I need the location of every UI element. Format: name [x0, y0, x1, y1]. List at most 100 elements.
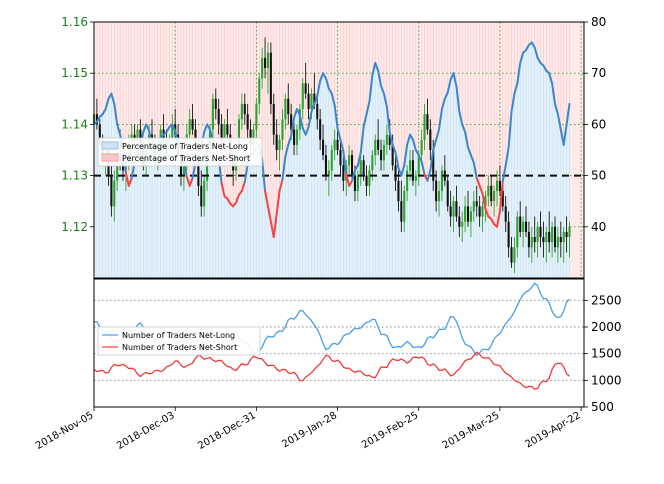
candle-down	[458, 216, 461, 227]
net-long-percentage-segment	[496, 210, 501, 228]
net-long-percentage-segment	[316, 79, 322, 98]
net-long-percentage-segment	[380, 85, 385, 95]
candle-down	[351, 155, 354, 176]
candle-down	[275, 134, 278, 150]
net-long-percentage-segment	[374, 61, 380, 72]
net-long-percentage-segment	[243, 163, 249, 183]
net-long-percentage-segment	[385, 105, 391, 134]
candle-down	[397, 180, 400, 202]
net-long-percentage-segment	[336, 127, 342, 141]
candle-up	[472, 201, 475, 212]
price-axis: 1.12 1.13 1.14 1.15 1.16	[61, 15, 94, 234]
candle-up	[536, 226, 539, 243]
candle-up	[359, 160, 362, 176]
net-long-percentage-segment	[455, 85, 461, 113]
candle-down	[339, 150, 342, 166]
candle-down	[504, 206, 507, 222]
net-long-percentage-segment	[429, 149, 435, 172]
candle-down	[191, 119, 194, 130]
candle-up	[513, 247, 516, 263]
price-tick-label: 1.16	[61, 15, 88, 29]
price-tick-label: 1.12	[61, 220, 88, 234]
net-long-percentage-segment	[171, 123, 177, 132]
candle-up	[487, 185, 490, 197]
top-legend: Percentage of Traders Net-Long Percentag…	[97, 137, 263, 167]
price-tick-label: 1.13	[61, 169, 88, 183]
candle-up	[327, 170, 330, 176]
net-long-percentage-segment	[403, 143, 409, 167]
candle-down	[365, 175, 368, 186]
net-long-percentage-segment	[377, 69, 383, 87]
net-long-percentage-segment	[324, 77, 330, 90]
net-long-percentage-segment	[356, 151, 362, 167]
net-long-percentage-segment	[417, 154, 423, 163]
net-long-percentage-segment	[472, 161, 478, 180]
candle-up	[469, 211, 472, 222]
net-long-percentage-segment	[513, 82, 519, 95]
candle-up	[368, 170, 371, 186]
net-long-percentage-segment	[145, 123, 151, 132]
candle-down	[527, 231, 530, 248]
net-long-percentage-segment	[362, 113, 368, 128]
candle-up	[461, 221, 464, 227]
candle-up	[420, 139, 423, 156]
candle-up	[223, 124, 226, 140]
candle-down	[400, 201, 403, 222]
net-long-percentage-segment	[287, 134, 293, 146]
candle-down	[133, 134, 136, 140]
legend-label-net-long: Percentage of Traders Net-Long	[122, 142, 248, 151]
net-long-percentage-segment	[104, 97, 110, 111]
candle-up	[551, 226, 554, 243]
candle-down	[98, 124, 101, 140]
net-long-percentage-segment	[127, 177, 133, 187]
candle-up	[440, 170, 443, 191]
candle-down	[217, 109, 220, 125]
legend-label-traders-net-short: Number of Traders Net-Short	[122, 343, 237, 352]
percentage-tick-label: 60	[591, 117, 606, 131]
net-long-percentage-segment	[110, 92, 116, 105]
candle-up	[374, 139, 377, 156]
candle-up	[171, 124, 174, 140]
net-long-percentage-segment	[388, 131, 394, 146]
net-long-percentage-segment	[235, 193, 240, 204]
candle-down	[449, 206, 452, 217]
net-long-percentage-segment	[298, 114, 304, 130]
traders-net-short-line	[93, 351, 570, 391]
net-long-percentage-segment	[124, 172, 130, 187]
net-long-percentage-segment	[501, 164, 507, 182]
candle-down	[432, 150, 435, 181]
net-long-percentage-segment	[188, 177, 194, 187]
candle-down	[379, 150, 383, 161]
net-long-percentage-segment	[481, 192, 487, 210]
candle-up	[211, 98, 214, 130]
net-long-percentage-segment	[443, 91, 449, 100]
bottom-panel-frame	[93, 278, 585, 408]
candle-down	[490, 185, 493, 202]
price-tick-label: 1.15	[61, 66, 88, 80]
net-long-percentage-segment	[519, 51, 525, 64]
trader-count-panel: 500 1000 1500 2000 2500 Number of Traders Ne…	[93, 278, 622, 414]
net-long-percentage-segment	[400, 164, 406, 177]
candle-up	[333, 139, 336, 150]
net-long-percentage-segment	[333, 104, 339, 130]
net-long-percentage-segment	[368, 74, 374, 103]
percentage-tick-label: 40	[591, 220, 606, 234]
legend-label-traders-net-long: Number of Traders Net-Long	[122, 331, 235, 340]
candle-down	[243, 103, 246, 115]
count-tick-label: 1000	[591, 373, 622, 387]
candle-up	[385, 134, 388, 145]
candle-up	[516, 216, 519, 248]
net-long-percentage-segment	[432, 138, 438, 151]
candle-down	[533, 237, 536, 243]
net-long-percentage-segment	[113, 102, 119, 126]
candle-down	[307, 93, 310, 110]
net-long-percentage-segment	[562, 123, 568, 146]
net-long-percentage-segment	[510, 92, 516, 113]
net-long-percentage-segment	[554, 102, 559, 116]
candle-up	[495, 180, 499, 191]
net-long-percentage-segment	[275, 189, 281, 215]
candle-down	[226, 124, 229, 135]
net-long-percentage-segment	[310, 102, 316, 113]
candle-down	[319, 119, 322, 140]
candle-up	[530, 237, 533, 248]
